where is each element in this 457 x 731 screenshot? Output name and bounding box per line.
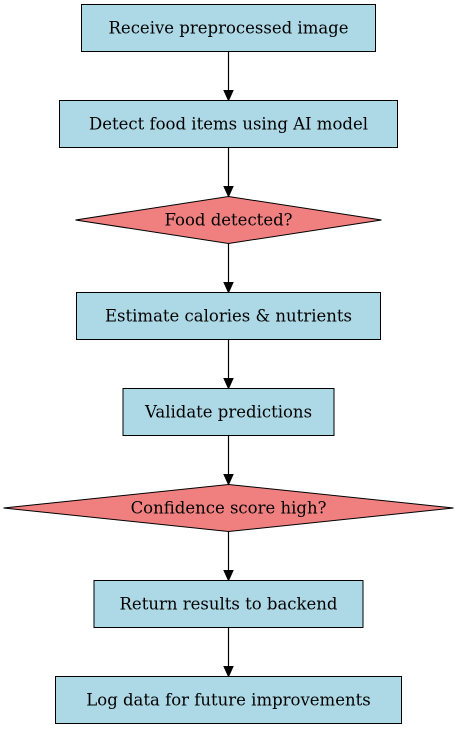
flowchart-node-log: Log data for future improvements <box>55 676 402 724</box>
flowchart-node-food-detected: Food detected? <box>75 195 382 245</box>
process-box <box>76 292 381 340</box>
decision-diamond <box>3 483 454 533</box>
edges-layer <box>223 51 234 678</box>
node-label: Estimate calories & nutrients <box>105 307 352 326</box>
decision-diamond <box>75 195 382 245</box>
process-box <box>93 580 364 628</box>
node-label: Receive preprocessed image <box>109 19 349 38</box>
node-label: Return results to backend <box>120 595 338 614</box>
flowchart-edge-receive-to-detect <box>223 51 234 102</box>
flowchart-edge-confidence-to-return <box>223 531 234 582</box>
arrowhead-icon <box>223 282 234 294</box>
arrowhead-icon <box>223 474 234 486</box>
flowchart-node-confidence: Confidence score high? <box>3 483 454 533</box>
flowchart-node-return: Return results to backend <box>93 580 364 628</box>
arrowhead-icon <box>223 666 234 678</box>
flowchart-node-estimate: Estimate calories & nutrients <box>76 292 381 340</box>
arrowhead-icon <box>223 186 234 198</box>
arrowhead-icon <box>223 378 234 390</box>
arrowhead-icon <box>223 570 234 582</box>
node-label: Validate predictions <box>144 403 312 422</box>
process-box <box>55 676 402 724</box>
process-box <box>81 4 376 52</box>
flowchart-edge-food-detected-to-estimate <box>223 243 234 294</box>
flowchart-node-detect: Detect food items using AI model <box>59 100 398 148</box>
process-box <box>59 100 398 148</box>
flowchart-node-validate: Validate predictions <box>122 388 335 436</box>
flowchart-edge-estimate-to-validate <box>223 339 234 390</box>
nodes-layer: Receive preprocessed image Detect food it… <box>3 4 454 724</box>
arrowhead-icon <box>223 90 234 102</box>
flowchart-edge-validate-to-confidence <box>223 435 234 486</box>
node-label: Food detected? <box>165 211 293 230</box>
flowchart-node-receive: Receive preprocessed image <box>81 4 376 52</box>
flowchart-edge-detect-to-food-detected <box>223 147 234 198</box>
process-box <box>122 388 335 436</box>
node-label: Detect food items using AI model <box>89 115 368 134</box>
flowchart-edge-return-to-log <box>223 627 234 678</box>
node-label: Confidence score high? <box>131 499 327 518</box>
node-label: Log data for future improvements <box>86 691 370 710</box>
